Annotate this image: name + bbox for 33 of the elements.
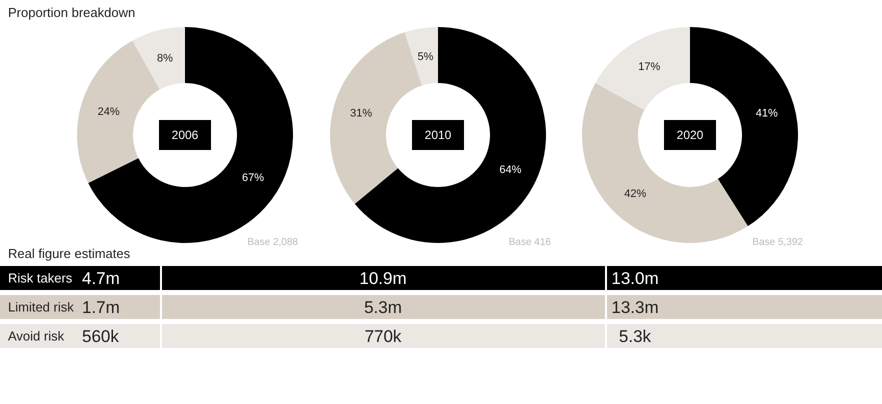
text: 13.3m <box>611 298 659 317</box>
text: 770k <box>364 326 402 346</box>
text: Base 416 <box>508 237 552 248</box>
text: Base 2,088 <box>247 237 298 248</box>
text: 1.7m <box>82 298 120 317</box>
donut-slice <box>404 27 438 86</box>
data-label: 8% <box>156 52 174 64</box>
text: 13.0m <box>611 268 659 288</box>
text: 2006 <box>172 128 199 142</box>
donut-slice <box>132 27 185 90</box>
text: 5.3m <box>364 298 402 317</box>
data-label: 5% <box>418 50 434 63</box>
data-label: 41% <box>756 108 778 120</box>
text: Base 5,392 <box>752 237 804 248</box>
text: 2020 <box>676 128 704 142</box>
text: 4.7m <box>82 268 120 288</box>
text: 10.9m <box>359 268 407 288</box>
data-label: 17% <box>638 60 660 73</box>
data-label: 64% <box>499 164 522 176</box>
text: Real figure estimates <box>8 246 131 261</box>
donut-slice <box>595 27 690 110</box>
data-label: 67% <box>242 172 264 184</box>
category-label: Risk takers <box>8 270 72 286</box>
data-label: 24% <box>98 106 120 118</box>
donut-slice <box>582 82 748 243</box>
text: 2010 <box>424 128 452 142</box>
text: 5.3k <box>618 326 652 346</box>
data-label: 31% <box>350 108 372 120</box>
data-label: 42% <box>624 188 646 200</box>
text: 560k <box>82 326 119 346</box>
category-label: Limited risk <box>8 300 74 315</box>
chart-subtitle: Proportion breakdown <box>8 5 136 20</box>
category-label: Avoid risk <box>8 328 64 344</box>
